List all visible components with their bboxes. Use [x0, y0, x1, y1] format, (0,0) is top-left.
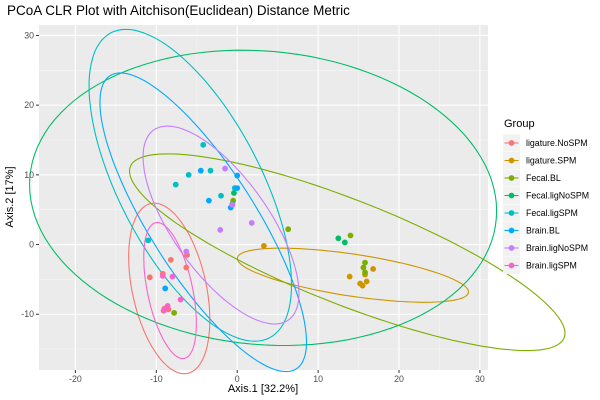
point-Brain.ligNoSPM: [217, 227, 224, 233]
ellipse-Fecal.ligSPM: [88, 28, 293, 342]
point-Fecal.ligNoSPM: [335, 235, 342, 242]
point-ligature.SPM: [363, 278, 370, 285]
point-Fecal.BL: [285, 226, 292, 233]
chart-title: PCoA CLR Plot with Aitchison(Euclidean) …: [7, 3, 350, 18]
legend-key-point: [508, 192, 515, 199]
ellipse-Brain.ligSPM: [143, 221, 197, 360]
x-tick-label: 10: [313, 374, 323, 384]
point-Fecal.BL: [362, 269, 368, 276]
y-axis-title: Axis.2 [17%]: [4, 166, 16, 227]
point-Brain.BL: [234, 185, 241, 191]
legend-key-point: [508, 210, 515, 216]
point-Brain.BL: [205, 197, 212, 204]
ellipse-Brain.BL: [99, 72, 308, 373]
legend-label-Brain.BL: Brain.BL: [526, 226, 560, 236]
legend-key-point: [508, 227, 515, 234]
ellipse-Fecal.ligNoSPM: [29, 49, 498, 347]
y-axis-ticks: -10 0 10 20 30: [21, 30, 39, 319]
legend-key-point: [508, 262, 515, 269]
point-Brain.ligSPM: [169, 273, 176, 280]
legend-key-point: [508, 157, 515, 164]
x-axis-title: Axis.1 [32.2%]: [228, 383, 298, 395]
x-tick-label: 30: [475, 374, 485, 384]
point-ligature.NoSPM: [146, 274, 153, 281]
y-tick-label: 10: [24, 170, 34, 180]
ellipse-ligature.NoSPM: [128, 202, 211, 375]
ellipses-layer: [29, 28, 566, 375]
legend-key-point: [508, 140, 515, 146]
point-Fecal.ligSPM: [172, 181, 179, 188]
legend: Group ligature.NoSPM ligature.SPM Fecal.BL…: [503, 118, 589, 274]
x-tick-label: 0: [235, 374, 240, 384]
point-Fecal.ligSPM: [185, 171, 192, 178]
point-Brain.ligNoSPM: [248, 220, 255, 226]
point-Brain.ligNoSPM: [183, 248, 190, 255]
plot-panel: [39, 25, 488, 370]
legend-label-Brain.ligNoSPM: Brain.ligNoSPM: [526, 243, 588, 253]
x-tick-label: 20: [394, 374, 404, 384]
ellipse-Fecal.BL: [128, 153, 566, 352]
point-Fecal.BL: [362, 259, 368, 266]
point-ligature.NoSPM: [183, 264, 190, 271]
point-Fecal.ligSPM: [145, 237, 152, 244]
legend-label-ligature.NoSPM: ligature.NoSPM: [526, 138, 588, 148]
point-Fecal.BL: [347, 232, 354, 239]
point-Brain.ligSPM: [159, 273, 166, 279]
y-tick-label: 30: [24, 30, 34, 40]
legend-label-Fecal.ligNoSPM: Fecal.ligNoSPM: [526, 191, 589, 201]
x-tick-label: -10: [150, 374, 163, 384]
point-Brain.BL: [162, 285, 169, 292]
x-axis-ticks: -20 -10 0 10 20 30: [69, 370, 485, 384]
point-Fecal.ligNoSPM: [341, 239, 348, 246]
legend-label-Fecal.BL: Fecal.BL: [526, 173, 561, 183]
point-Brain.BL: [234, 172, 241, 179]
point-Brain.ligNoSPM: [229, 201, 236, 208]
point-Fecal.ligNoSPM: [231, 190, 237, 196]
y-tick-label: 0: [29, 240, 34, 250]
point-Brain.ligNoSPM: [222, 165, 228, 172]
legend-key-point: [508, 245, 515, 251]
ellipse-ligature.SPM: [236, 247, 470, 303]
point-ligature.SPM: [359, 282, 366, 289]
point-Brain.BL: [197, 167, 204, 174]
legend-key-point: [508, 175, 515, 181]
point-Fecal.BL: [360, 264, 367, 271]
points-layer: [145, 141, 377, 316]
grid-minor: [39, 25, 488, 370]
legend-label-ligature.SPM: ligature.SPM: [526, 156, 576, 166]
point-ligature.NoSPM: [167, 256, 174, 263]
legend-label-Fecal.ligSPM: Fecal.ligSPM: [526, 208, 578, 218]
point-Brain.ligSPM: [161, 307, 168, 313]
y-tick-label: -10: [21, 309, 34, 319]
legend-title: Group: [504, 118, 535, 130]
point-ligature.SPM: [261, 243, 267, 249]
point-Brain.ligSPM: [164, 302, 171, 309]
point-Fecal.ligSPM: [218, 192, 224, 199]
point-Brain.ligSPM: [177, 296, 184, 303]
ellipse-Brain.ligNoSPM: [142, 125, 300, 325]
point-Fecal.BL: [171, 309, 178, 316]
point-ligature.SPM: [346, 273, 353, 280]
point-ligature.SPM: [370, 266, 377, 272]
y-tick-label: 20: [24, 100, 34, 110]
x-tick-label: -20: [69, 374, 82, 384]
point-Fecal.ligSPM: [200, 141, 207, 148]
legend-items: ligature.NoSPM ligature.SPM Fecal.BL Fecal.…: [503, 134, 589, 274]
point-Fecal.ligSPM: [207, 167, 214, 174]
legend-label-Brain.ligSPM: Brain.ligSPM: [526, 261, 577, 271]
